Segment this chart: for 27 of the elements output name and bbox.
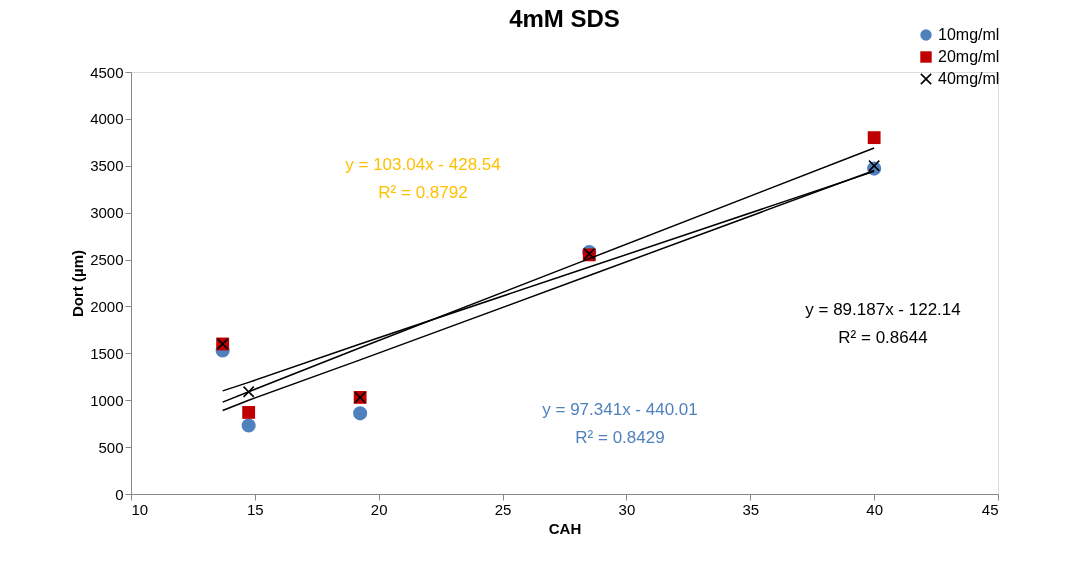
legend-label: 40mg/ml: [938, 70, 1000, 87]
y-tick-label: 0: [115, 485, 124, 503]
y-tick-label: 2500: [90, 251, 124, 269]
legend-label: 20mg/ml: [938, 48, 1000, 65]
y-tick-label: 3500: [90, 157, 124, 175]
x-tick-label: 20: [370, 500, 388, 518]
x-tick-label: 15: [247, 500, 264, 518]
x-axis-title: CAH: [548, 519, 582, 537]
y-tick-label: 1000: [90, 391, 124, 409]
y-tick-label: 4000: [90, 110, 124, 128]
x-tick-label: 45: [981, 500, 999, 518]
y-tick-label: 1500: [90, 344, 124, 362]
y-tick-label: 3000: [90, 204, 124, 222]
y-tick-label: 500: [98, 438, 124, 456]
legend-label: 10mg/ml: [938, 26, 1000, 43]
x-tick-label: 40: [866, 500, 883, 518]
y-tick-label: 2000: [90, 297, 124, 315]
x-tick-label: 35: [742, 500, 760, 518]
annotation: y = 89.187x - 122.14 R² = 0.8644: [805, 300, 961, 347]
x-tick-label: 10: [131, 500, 149, 518]
annotation: y = 97.341x - 440.01 R² = 0.8429: [542, 400, 698, 447]
chart-title: 4mM SDS: [509, 5, 620, 32]
annotation: y = 103.04x - 428.54 R² = 0.8792: [345, 155, 501, 202]
y-tick-label: 4500: [90, 63, 124, 81]
y-axis-title: Dort (µm): [69, 250, 87, 317]
x-tick-label: 25: [494, 500, 512, 518]
x-tick-label: 30: [618, 500, 636, 518]
